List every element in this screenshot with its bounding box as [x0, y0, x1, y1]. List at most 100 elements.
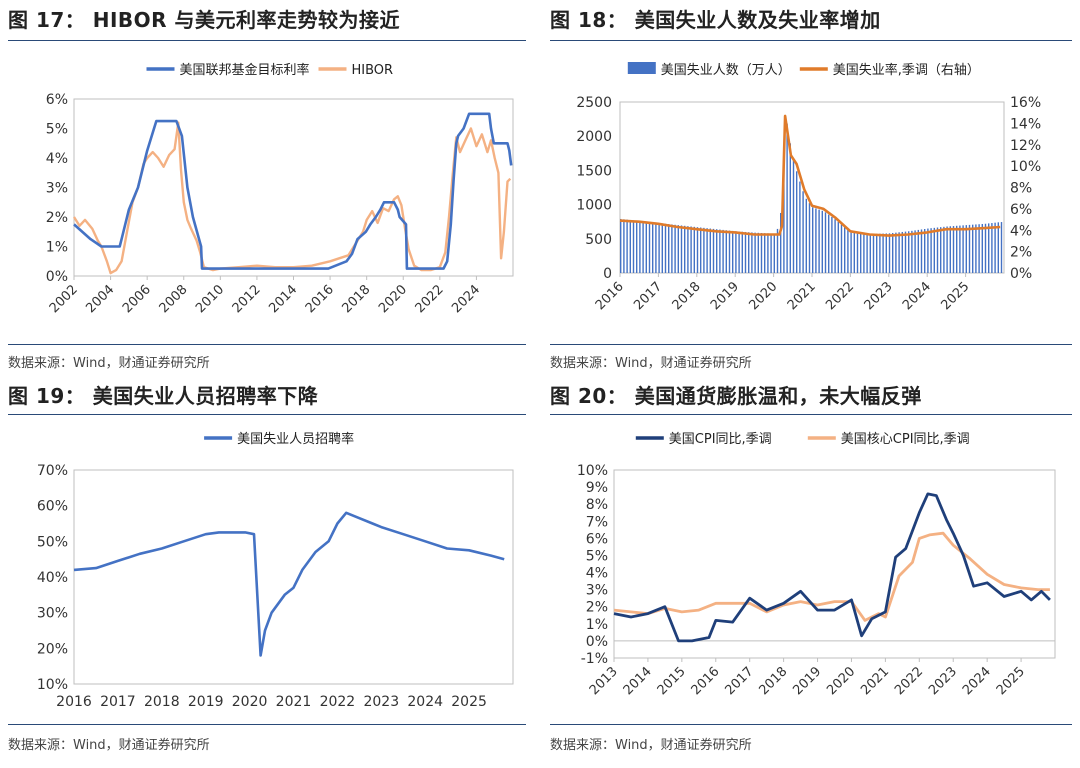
bar: [776, 228, 779, 273]
bar: [844, 227, 846, 273]
bar: [780, 212, 782, 273]
title-rule: [550, 40, 1072, 41]
bar: [802, 191, 804, 273]
bar: [984, 223, 987, 273]
bar: [997, 222, 999, 273]
y-tick-label: 0%: [1010, 266, 1032, 282]
x-tick-label: 2022: [892, 664, 926, 698]
legend-label: HIBOR: [352, 63, 394, 78]
bar: [767, 233, 769, 273]
bar: [956, 225, 958, 273]
bar: [924, 228, 926, 273]
chart-fig20: 美国CPI同比,季调 美国核心CPI同比,季调 -1%0%1%2%3%4% 5%6%7…: [577, 432, 1056, 698]
bar: [626, 219, 628, 273]
y-tick-label: 10%: [37, 677, 68, 693]
y-tick-label: 14%: [1010, 116, 1041, 132]
bar: [876, 233, 878, 273]
x-tick-label: 2022: [413, 282, 447, 316]
unemployment-rate-line: [619, 114, 1001, 237]
bar: [927, 228, 929, 273]
plot-border: [73, 469, 514, 685]
bar: [712, 228, 715, 273]
footer-rule: [8, 344, 526, 345]
y-tick-label: 6%: [586, 531, 608, 547]
source-text: 数据来源：Wind，财通证券研究所: [8, 356, 210, 371]
bar: [760, 232, 763, 273]
bar: [904, 231, 907, 273]
bar: [738, 231, 740, 273]
bar: [892, 232, 894, 273]
x-tick-label: 2024: [449, 282, 483, 316]
bar: [828, 214, 830, 273]
bar: [664, 223, 667, 273]
bar: [914, 230, 916, 273]
x-tick-label: 2023: [862, 279, 896, 313]
x-tick-label: 2002: [47, 282, 81, 316]
x-tick-label: 2024: [407, 694, 443, 710]
y-tick-label: 2500: [576, 95, 612, 111]
legend-label: 美国CPI同比,季调: [669, 432, 772, 447]
y-tick-label: 0%: [586, 634, 608, 650]
y-tick-label: 9%: [586, 480, 608, 496]
footer-rule: [550, 724, 1072, 725]
bar: [706, 228, 708, 273]
x-tick-label: 2016: [56, 694, 92, 710]
x-tick-label: 2024: [900, 279, 934, 313]
bar: [799, 181, 801, 273]
legend-label: 美国失业率,季调（右轴）: [833, 62, 980, 78]
y-tick-label: 4%: [46, 151, 68, 167]
bar: [991, 223, 993, 273]
bar: [965, 225, 967, 273]
x-tick-label: 2025: [938, 279, 972, 313]
chart-title: 图 20： 美国通货膨胀温和，未大幅反弹: [550, 384, 922, 408]
x-tick-label: 2025: [451, 694, 487, 710]
y-tick-label: -1%: [581, 651, 608, 667]
bar: [751, 232, 753, 273]
x-tick-label: 2022: [320, 694, 356, 710]
x-tick-label: 2014: [266, 282, 300, 316]
x-tick-label: 2016: [593, 279, 627, 313]
bar: [962, 225, 964, 273]
bar: [725, 230, 727, 273]
bar: [988, 223, 990, 273]
chart-fig18: 美国失业人数（万人） 美国失业率,季调（右轴） 0 500 1000 1500 2000 25…: [576, 62, 1041, 313]
bar: [831, 216, 833, 273]
x-tick-label: 2020: [232, 694, 268, 710]
series-line: [73, 112, 513, 270]
bar: [901, 231, 903, 273]
bar: [741, 231, 743, 273]
bar: [908, 231, 910, 273]
y-tick-label: 7%: [586, 514, 608, 530]
bar: [943, 226, 945, 273]
bar: [898, 232, 900, 273]
bar: [952, 226, 955, 273]
x-tick-label: 2014: [621, 664, 655, 698]
bar: [930, 228, 932, 273]
bar: [632, 220, 635, 273]
bar: [869, 234, 871, 273]
bar: [872, 233, 875, 273]
y-tick-label: 2%: [1010, 245, 1032, 261]
x-tick-label: 2008: [157, 282, 191, 316]
panel-fig18: 图 18： 美国失业人数及失业率增加 美国失业人数（万人） 美国失业率,季调（右轴…: [550, 4, 1072, 374]
bar: [959, 225, 961, 273]
y-tick-label: 40%: [37, 570, 68, 586]
bar: [850, 232, 852, 273]
bar: [658, 223, 660, 273]
bar: [674, 224, 676, 273]
bar: [821, 210, 823, 273]
x-tick-label: 2010: [193, 282, 227, 316]
x-tick-label: 2017: [723, 664, 757, 698]
source-text: 数据来源：Wind，财通证券研究所: [8, 738, 210, 753]
title-rule: [8, 414, 526, 415]
bar: [671, 224, 673, 273]
legend-label: 美国核心CPI同比,季调: [841, 432, 970, 447]
bar: [693, 226, 695, 273]
y-tick-label: 0: [603, 266, 612, 282]
panel-fig17: 图 17： HIBOR 与美元利率走势较为接近 美国联邦基金目标利率 HIBOR 0…: [8, 4, 526, 374]
y-tick-label: 30%: [37, 606, 68, 622]
legend-label: 美国失业人员招聘率: [237, 431, 354, 447]
bar: [853, 232, 855, 273]
series-line: [613, 492, 1051, 643]
